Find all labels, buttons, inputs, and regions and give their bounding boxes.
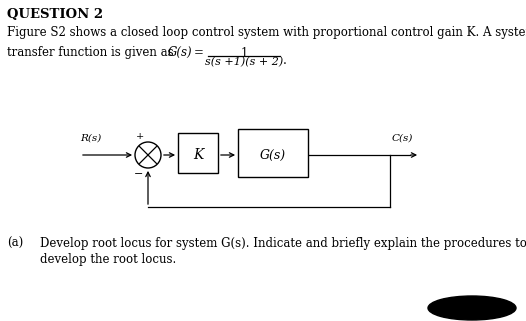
Text: 1: 1 [240, 47, 248, 60]
Text: (a): (a) [7, 237, 23, 250]
Text: =: = [194, 46, 204, 59]
FancyBboxPatch shape [238, 129, 308, 177]
Ellipse shape [428, 296, 516, 320]
Text: .: . [283, 54, 287, 67]
Text: Figure S2 shows a closed loop control system with proportional control gain K. A: Figure S2 shows a closed loop control sy… [7, 26, 526, 39]
Text: develop the root locus.: develop the root locus. [40, 253, 176, 266]
Text: −: − [134, 169, 144, 179]
Text: C(s): C(s) [392, 134, 413, 143]
Text: G(s): G(s) [168, 46, 193, 59]
Text: s(s +1)(s + 2): s(s +1)(s + 2) [205, 57, 283, 67]
Text: R(s): R(s) [80, 134, 101, 143]
Text: QUESTION 2: QUESTION 2 [7, 8, 103, 21]
Text: G(s): G(s) [260, 149, 286, 161]
Text: Develop root locus for system G(s). Indicate and briefly explain the procedures : Develop root locus for system G(s). Indi… [40, 237, 526, 250]
Text: +: + [136, 132, 144, 141]
FancyBboxPatch shape [178, 133, 218, 173]
Text: transfer function is given as: transfer function is given as [7, 46, 177, 59]
Text: K: K [193, 148, 203, 162]
